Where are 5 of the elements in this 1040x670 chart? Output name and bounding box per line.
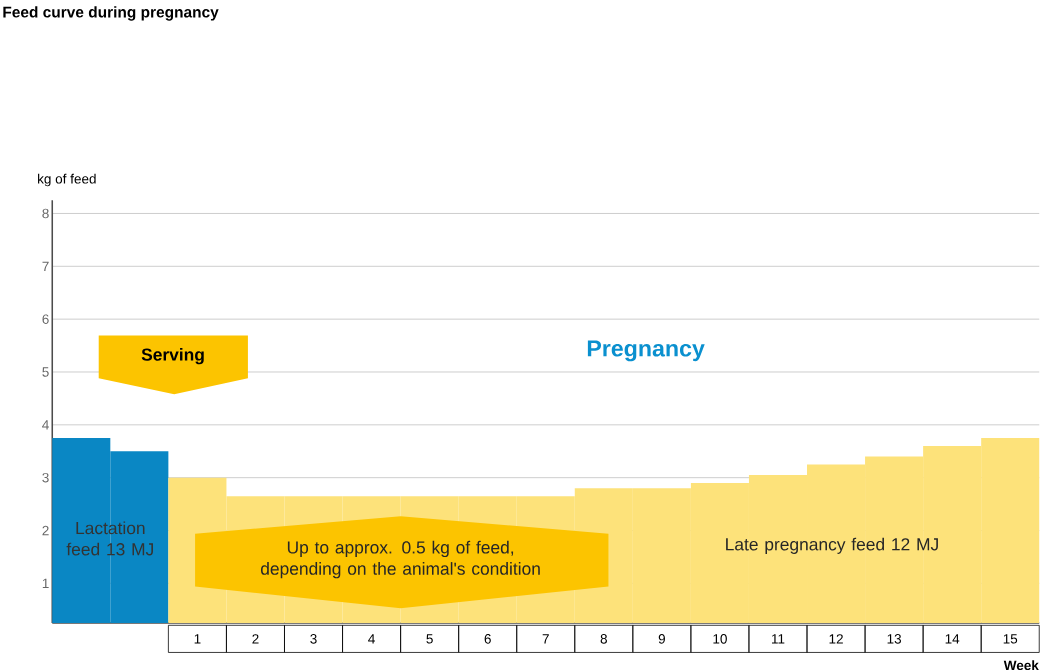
annotation: Late pregnancy feed 12 MJ [726, 537, 938, 554]
annotation: Serving [141, 347, 204, 365]
annotation: Up to approx. 0.5 kg of feed, depending on the animal's condition [260, 540, 540, 579]
annotation: Pregnancy [587, 340, 705, 362]
annotation: Lactation feed 13 MJ [66, 521, 153, 556]
